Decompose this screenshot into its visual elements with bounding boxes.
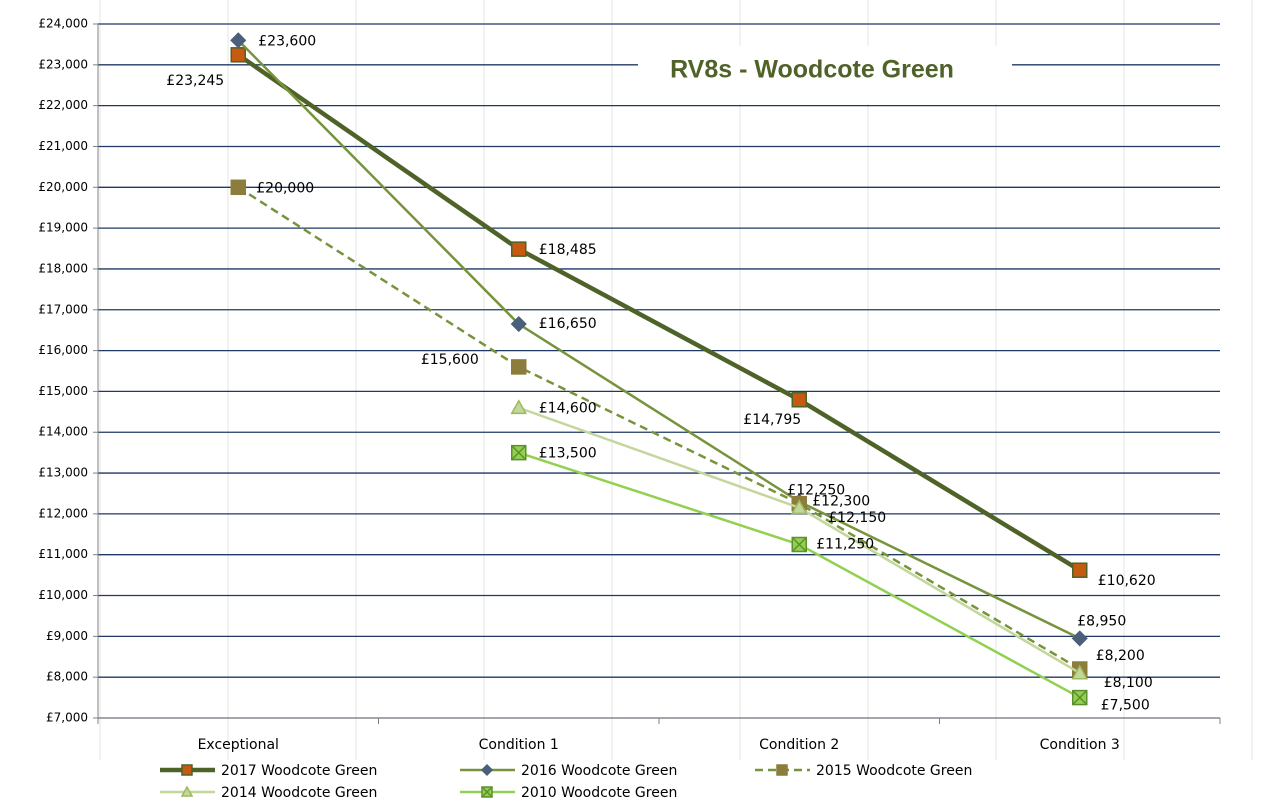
legend-label: 2010 Woodcote Green (521, 785, 677, 801)
marker (511, 241, 527, 257)
data-label: £15,600 (421, 352, 479, 368)
legend-label: 2014 Woodcote Green (221, 785, 377, 801)
data-label: £14,795 (743, 412, 801, 428)
marker (1071, 630, 1088, 647)
data-label: £10,620 (1098, 573, 1156, 589)
marker (790, 499, 808, 515)
data-label: £8,950 (1077, 613, 1126, 629)
data-label: £7,500 (1101, 698, 1150, 714)
series: £20,000 £15,600 £12,250 £8,200 (230, 179, 1145, 677)
y-tick-label: £8,000 (46, 670, 88, 684)
legend-item: 2017 Woodcote Green (160, 763, 377, 779)
marker (510, 399, 528, 415)
series-line (237, 39, 1081, 640)
data-label: £13,500 (539, 446, 597, 462)
y-tick-label: £17,000 (38, 302, 88, 316)
legend-item: 2014 Woodcote Green (160, 785, 377, 801)
data-label: £23,600 (258, 33, 316, 49)
data-label: £8,200 (1096, 648, 1145, 664)
y-tick-label: £11,000 (38, 547, 88, 561)
series-line (236, 52, 1081, 573)
legend-label: 2016 Woodcote Green (521, 763, 677, 779)
marker-x (481, 786, 493, 798)
marker-x (1072, 690, 1088, 706)
title-box (638, 46, 1012, 104)
data-label: £20,000 (256, 180, 314, 196)
y-tick-label: £16,000 (38, 343, 88, 357)
marker (1071, 664, 1089, 680)
x-tick-label: Condition 2 (759, 737, 839, 753)
marker (480, 763, 494, 777)
marker (1072, 562, 1088, 578)
marker (230, 32, 247, 49)
data-label: £18,485 (539, 242, 597, 258)
y-tick-label: £12,000 (38, 506, 88, 520)
legend-label: 2017 Woodcote Green (221, 763, 377, 779)
series: £13,500 £11,250 £7,500 (511, 444, 1150, 714)
x-tick-label: Condition 1 (479, 737, 559, 753)
legend-item: 2016 Woodcote Green (460, 763, 677, 779)
series: £14,600 £12,150 £8,100 (510, 399, 1153, 691)
y-tick-label: £10,000 (38, 588, 88, 602)
data-label: £14,600 (539, 401, 597, 417)
y-tick-label: £24,000 (38, 17, 88, 31)
data-label: £12,150 (828, 510, 886, 526)
x-tick-label: Exceptional (198, 737, 279, 753)
marker (511, 359, 527, 375)
data-label: £23,245 (166, 73, 224, 89)
data-label: £8,100 (1104, 675, 1153, 691)
marker (776, 764, 788, 776)
marker (791, 392, 807, 408)
marker (230, 47, 246, 63)
y-tick-label: £18,000 (38, 261, 88, 275)
data-label: £11,250 (816, 537, 874, 553)
chart-title: RV8s - Woodcote Green (670, 56, 954, 84)
series-line (237, 186, 1081, 671)
y-tick-label: £19,000 (38, 221, 88, 235)
data-label: £12,300 (812, 494, 870, 510)
y-tick-label: £14,000 (38, 425, 88, 439)
marker (510, 315, 527, 333)
y-tick-label: £7,000 (46, 711, 88, 725)
data-label: £12,250 (787, 483, 845, 499)
marker (180, 785, 194, 797)
x-tick-label: Condition 3 (1040, 737, 1120, 753)
y-tick-label: £20,000 (38, 180, 88, 194)
marker (181, 764, 193, 776)
y-tick-label: £13,000 (38, 466, 88, 480)
marker-x (511, 445, 527, 461)
y-tick-label: £9,000 (46, 629, 88, 643)
legend-item: 2010 Woodcote Green (460, 785, 677, 801)
y-tick-label: £23,000 (38, 57, 88, 71)
series: £23,245 £18,485 £14,795 £10,620 (166, 47, 1156, 589)
y-tick-label: £21,000 (38, 139, 88, 153)
data-label: £16,650 (539, 316, 597, 332)
marker (230, 179, 246, 196)
y-tick-label: £22,000 (38, 98, 88, 112)
marker-x (791, 536, 807, 553)
y-tick-label: £15,000 (38, 384, 88, 398)
legend-label: 2015 Woodcote Green (816, 763, 972, 779)
legend-item: 2015 Woodcote Green (755, 763, 972, 779)
